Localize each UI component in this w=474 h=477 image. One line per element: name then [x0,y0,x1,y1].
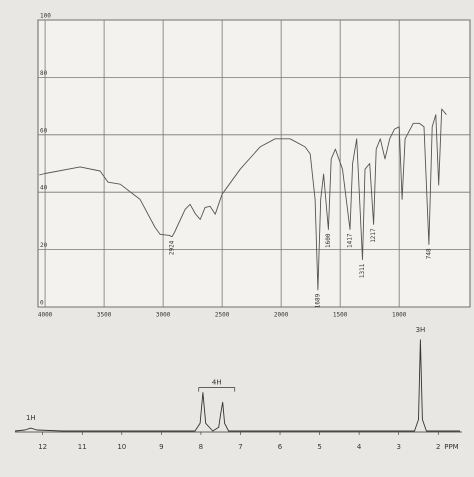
ir-frame [37,19,471,308]
spectrum-line [14,339,460,432]
peak-label: 1311 [359,263,366,278]
peak-label: 2924 [169,240,176,255]
x-tick-label: 2 [436,443,440,451]
x-axis-label: PPM [444,443,458,451]
x-tick-label: 9 [159,443,163,451]
integration-label: 4H [212,379,222,387]
x-tick-label: 4 [357,443,362,451]
x-tick-label: 1000 [392,312,407,319]
x-tick-label: 3 [396,443,400,451]
ir-chart: 0 20 40 60 80 100 4000 3500 3000 2500 2000 1500 1000… [38,13,470,319]
x-tick-label: 3500 [97,312,112,319]
peak-label: 748 [425,248,432,259]
x-tick-label: 7 [238,443,242,451]
x-tick-label: 5 [317,443,321,451]
x-tick-label: 2500 [215,312,230,319]
spectrum-line [39,108,447,291]
peak-label: 1417 [346,233,353,248]
x-tick-label: 4000 [38,312,53,319]
nmr-chart: 12 11 10 9 8 7 6 5 4 3 2 PPM 1H 4H 3H [14,326,460,451]
y-tick-label: 20 [40,242,48,249]
y-tick-label: 40 [40,185,48,192]
peak-label: 1217 [370,228,377,243]
x-tick-label: 10 [117,443,126,451]
x-tick-label: 1500 [333,312,348,319]
integration-bracket [198,387,236,392]
y-tick-label: 80 [40,70,48,77]
y-tick-label: 0 [40,300,44,307]
peak-label: 1689 [314,293,321,308]
y-tick-label: 60 [40,127,48,134]
peak-label: 1600 [325,233,332,248]
x-tick-label: 8 [199,443,203,451]
x-tick-label: 3000 [156,312,171,319]
x-tick-label: 12 [38,443,47,451]
x-tick-label: 2000 [274,312,289,319]
y-tick-label: 100 [40,13,51,20]
integration-label: 3H [416,326,426,334]
x-tick-label: 6 [278,443,283,451]
integration-label: 1H [26,414,36,422]
x-tick-label: 11 [78,443,87,451]
